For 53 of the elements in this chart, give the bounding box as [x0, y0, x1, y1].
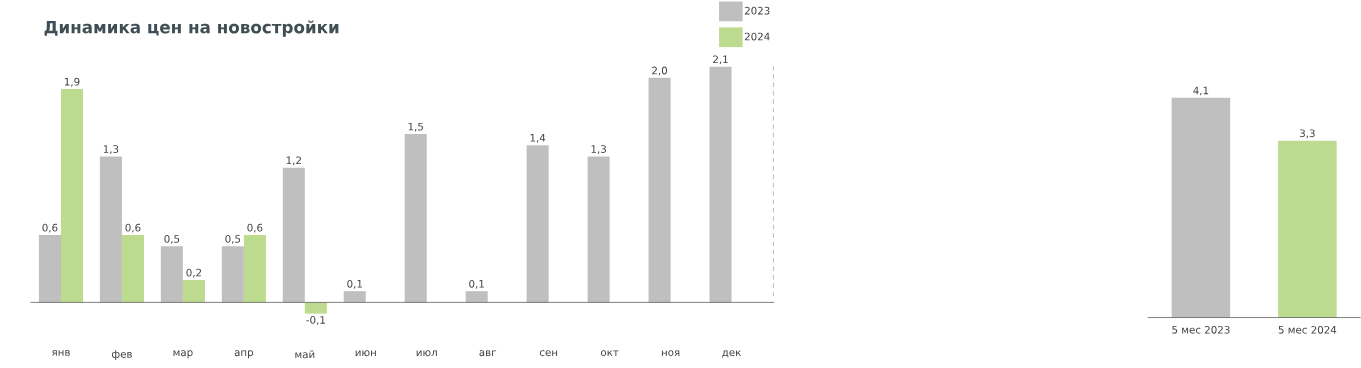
data-label: -0,1: [306, 315, 325, 325]
x-tick-label: дек: [722, 350, 742, 358]
chart-title: Динамика цен на новостройки: [44, 20, 339, 37]
data-label: 4,1: [1193, 86, 1209, 96]
x-tick-label: 5 мес 2024: [1278, 325, 1337, 334]
data-label: 0,5: [164, 234, 180, 244]
data-label: 0,5: [225, 234, 241, 244]
data-label: 0,1: [469, 279, 484, 289]
legend-label: 2023: [744, 6, 770, 15]
x-tick-label: июл: [416, 350, 437, 356]
x-tick-label: мар: [173, 350, 193, 358]
data-label: 1,4: [530, 133, 546, 143]
data-label: 2,1: [713, 55, 728, 64]
bar: [304, 302, 327, 314]
bar: [243, 234, 266, 303]
data-label: 0,1: [347, 279, 362, 289]
x-tick-label: окт: [600, 350, 619, 356]
x-tick-label: авг: [479, 350, 497, 356]
bar: [526, 144, 549, 303]
bar: [182, 279, 205, 303]
data-label: 1,2: [286, 156, 301, 165]
bar: [648, 77, 671, 303]
data-label: 0,6: [247, 223, 263, 233]
data-label: 2,0: [652, 66, 668, 76]
data-label: 0,2: [186, 268, 202, 278]
x-tick-label: фев: [111, 350, 132, 360]
bar: [221, 246, 244, 303]
x-tick-label: май: [295, 350, 315, 358]
x-tick-label: апр: [234, 350, 254, 358]
x-tick-label: 5 мес 2023: [1172, 325, 1230, 334]
x-tick-label: ноя: [661, 350, 680, 356]
bar: [60, 88, 84, 303]
bar: [465, 290, 488, 303]
data-label: 3,3: [1300, 129, 1315, 138]
x-tick-label: сен: [539, 350, 558, 356]
bar: [38, 234, 61, 303]
bar: [282, 167, 305, 303]
data-label: 1,9: [64, 77, 80, 87]
bar: [160, 246, 183, 303]
data-label: 1,3: [591, 144, 606, 154]
data-label: 0,6: [42, 223, 58, 233]
bar: [121, 234, 144, 303]
data-label: 1,5: [408, 122, 423, 132]
x-tick-label: янв: [52, 350, 70, 356]
x-tick-label: июн: [355, 350, 376, 356]
data-label: 0,6: [125, 223, 141, 233]
bar: [709, 66, 732, 303]
legend-label: 2024: [744, 32, 770, 41]
bar: [343, 290, 366, 303]
data-label: 1,3: [103, 144, 119, 154]
bar: [404, 133, 427, 303]
bar: [99, 156, 122, 303]
bar: [587, 156, 610, 303]
